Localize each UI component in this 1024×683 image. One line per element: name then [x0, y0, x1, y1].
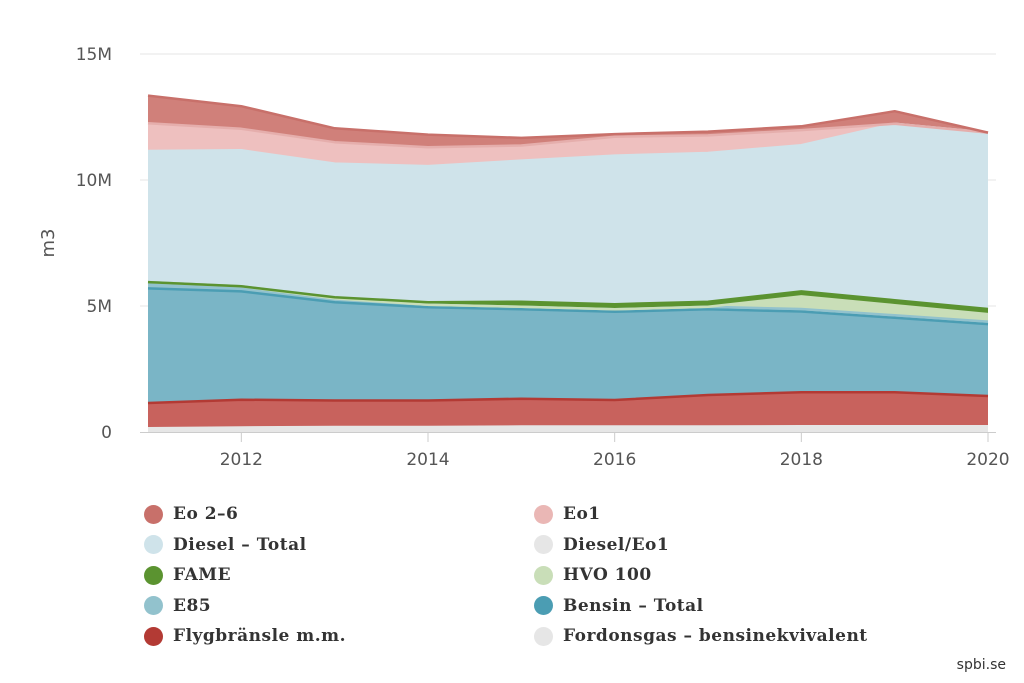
area-hvo-100[interactable]: [148, 282, 988, 322]
line-eo-2-6: [147, 94, 989, 140]
axes: 0 5M 10M 15M 2012 2014 2016 2018 2020: [76, 45, 1010, 470]
legend-color-swatch: [534, 626, 553, 646]
line-eo1: [147, 122, 989, 149]
legend-item[interactable]: FAME: [144, 561, 231, 589]
legend-color-swatch: [144, 626, 163, 646]
legend-label: Fordonsgas – bensinekvivalent: [563, 626, 868, 646]
legend-label: E85: [173, 595, 212, 616]
x-tick-label: 2016: [593, 450, 636, 470]
legend-label: FAME: [173, 565, 232, 585]
credit-text[interactable]: spbi.se: [956, 657, 1006, 673]
legend-color-swatch: [144, 504, 163, 524]
x-tick-label: 2020: [966, 450, 1009, 470]
chart: 0 5M 10M 15M 2012 2014 2016 2018 2020 m3: [38, 45, 1010, 470]
y-tick-label: 10M: [76, 171, 112, 191]
legend-item[interactable]: HVO 100: [534, 561, 652, 589]
line-bensin-total: [147, 287, 989, 326]
legend-label: Diesel/Eo1: [563, 534, 670, 555]
series-lines: [147, 94, 989, 430]
area-eo1[interactable]: [148, 123, 988, 167]
legend-item[interactable]: Bensin – Total: [534, 592, 704, 620]
legend-item[interactable]: Eo1: [534, 500, 601, 528]
y-tick-label: 0: [101, 423, 112, 443]
legend-color-swatch: [534, 565, 553, 585]
legend-color-swatch: [144, 596, 163, 615]
y-axis-title: m3: [38, 229, 59, 258]
line-flygbr-nsle-m-m: [147, 390, 989, 405]
legend-item[interactable]: E85: [144, 592, 211, 620]
legend-label: Eo1: [563, 504, 601, 524]
legend-item[interactable]: Diesel – Total: [144, 531, 307, 559]
legend-label: Diesel – Total: [173, 534, 307, 555]
area-diesel-total[interactable]: [148, 123, 988, 309]
line-fordonsgas-bensinekvivalent: [147, 424, 988, 430]
area-bensin-total[interactable]: [148, 288, 988, 403]
legend-item[interactable]: Flygbränsle m.m.: [144, 622, 346, 650]
legend-item[interactable]: Eo 2–6: [144, 500, 238, 528]
line-diesel-total: [147, 122, 989, 168]
legend-label: Eo 2–6: [173, 504, 239, 524]
series-areas: [148, 95, 988, 432]
y-tick-label: 15M: [76, 45, 112, 65]
legend-item[interactable]: Fordonsgas – bensinekvivalent: [534, 622, 868, 650]
area-eo-2-6[interactable]: [148, 95, 988, 148]
legend-color-swatch: [144, 565, 163, 585]
x-tick-label: 2018: [780, 450, 823, 470]
legend-color-swatch: [534, 596, 553, 615]
legend-color-swatch: [144, 535, 163, 554]
x-tick-label: 2012: [220, 450, 263, 470]
legend-label: Flygbränsle m.m.: [173, 626, 347, 646]
x-tick-label: 2014: [406, 450, 449, 470]
legend-item[interactable]: Diesel/Eo1: [534, 531, 669, 559]
y-tick-label: 5M: [87, 297, 112, 317]
legend-color-swatch: [534, 504, 553, 524]
legend-color-swatch: [534, 535, 553, 554]
line-fame: [147, 280, 989, 311]
legend-label: HVO 100: [563, 565, 652, 585]
legend-label: Bensin – Total: [563, 595, 704, 616]
